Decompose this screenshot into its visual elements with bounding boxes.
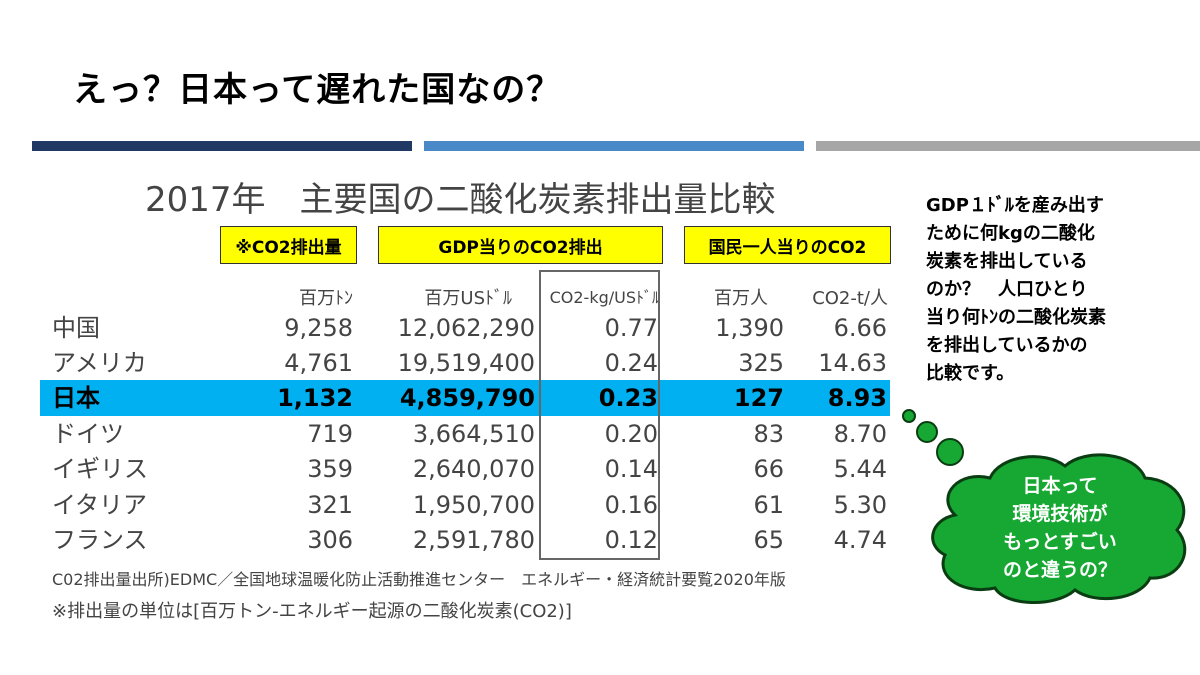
unit-per-person: CO2-t/人: [812, 288, 888, 309]
gdp-cell: 2,591,780: [412, 526, 535, 554]
divider-bar-gray: [816, 141, 1200, 151]
unit-gdp: 百万USﾄﾞﾙ: [424, 288, 512, 309]
per-person-cell: 4.74: [833, 526, 887, 554]
intensity-cell: 0.24: [604, 349, 658, 377]
table-row: 中国 9,258 12,062,290 0.77 1,390 6.66: [40, 310, 890, 346]
gdp-cell: 4,859,790: [399, 384, 535, 412]
divider-bar-blue: [424, 141, 804, 151]
population-cell: 127: [733, 384, 784, 412]
explanation-text: GDP１ﾄﾞﾙを産み出す ために何kgの二酸化 炭素を排出している のか？ 人口…: [926, 195, 1106, 384]
table-row: フランス 306 2,591,780 0.12 65 4.74: [40, 522, 890, 558]
intensity-cell: 0.16: [604, 491, 658, 519]
table-row: アメリカ 4,761 19,519,400 0.24 325 14.63: [40, 345, 890, 381]
per-person-cell: 14.63: [818, 349, 887, 377]
unit-note: ※排出量の単位は[百万トン-エネルギー起源の二酸化炭素(CO2)]: [52, 601, 572, 622]
co2-cell: 1,132: [277, 384, 353, 412]
unit-intensity: CO2-kg/USﾄﾞﾙ: [549, 288, 660, 307]
country-cell: イギリス: [52, 455, 148, 483]
intensity-cell: 0.77: [604, 314, 658, 342]
gdp-cell: 2,640,070: [412, 455, 535, 483]
thought-bubble-icon: [902, 409, 1187, 604]
bubble-text: 日本って 環境技術が もっとすごい のと違うの？: [1002, 475, 1117, 581]
per-person-cell: 5.30: [833, 491, 887, 519]
intensity-cell: 0.14: [604, 455, 658, 483]
gdp-cell: 3,664,510: [412, 420, 535, 448]
co2-cell: 719: [307, 420, 353, 448]
population-cell: 1,390: [715, 314, 784, 342]
table-row: 日本 1,132 4,859,790 0.23 127 8.93: [40, 380, 890, 416]
intensity-cell: 0.20: [604, 420, 658, 448]
per-person-cell: 6.66: [833, 314, 887, 342]
header-co2: ※CO2排出量: [220, 226, 357, 264]
country-cell: イタリア: [52, 491, 148, 519]
population-cell: 83: [753, 420, 784, 448]
intensity-cell: 0.12: [604, 526, 658, 554]
country-cell: 中国: [52, 314, 100, 342]
population-cell: 61: [753, 491, 784, 519]
population-cell: 66: [753, 455, 784, 483]
country-cell: アメリカ: [52, 349, 147, 377]
gdp-cell: 19,519,400: [397, 349, 535, 377]
co2-cell: 9,258: [284, 314, 353, 342]
divider-bar-navy: [32, 141, 412, 151]
table-title: 2017年 主要国の二酸化炭素排出量比較: [145, 180, 776, 220]
country-cell: ドイツ: [52, 420, 124, 448]
header-gdp: GDP当りのCO2排出: [378, 226, 663, 264]
country-cell: フランス: [52, 526, 148, 554]
gdp-cell: 12,062,290: [397, 314, 535, 342]
header-per-capita: 国民一人当りのCO2: [684, 226, 891, 264]
co2-cell: 321: [307, 491, 353, 519]
per-person-cell: 8.70: [833, 420, 887, 448]
table-row: ドイツ 719 3,664,510 0.20 83 8.70: [40, 416, 890, 452]
gdp-cell: 1,950,700: [412, 491, 535, 519]
slide-title: えっ？日本って遅れた国なの？: [73, 70, 562, 110]
table-row: イギリス 359 2,640,070 0.14 66 5.44: [40, 451, 890, 487]
country-cell: 日本: [52, 384, 100, 412]
source-note: C02排出量出所)EDMC／全国地球温暖化防止活動推進センター エネルギー・経済…: [52, 570, 786, 589]
co2-cell: 306: [307, 526, 353, 554]
intensity-cell: 0.23: [598, 384, 658, 412]
table-row: イタリア 321 1,950,700 0.16 61 5.30: [40, 487, 890, 523]
unit-co2: 百万ﾄﾝ: [299, 288, 353, 309]
co2-cell: 4,761: [284, 349, 353, 377]
intensity-column-outline: [539, 270, 660, 560]
population-cell: 65: [753, 526, 784, 554]
unit-population: 百万人: [714, 288, 768, 309]
per-person-cell: 5.44: [833, 455, 887, 483]
co2-cell: 359: [307, 455, 353, 483]
per-person-cell: 8.93: [827, 384, 887, 412]
population-cell: 325: [738, 349, 784, 377]
